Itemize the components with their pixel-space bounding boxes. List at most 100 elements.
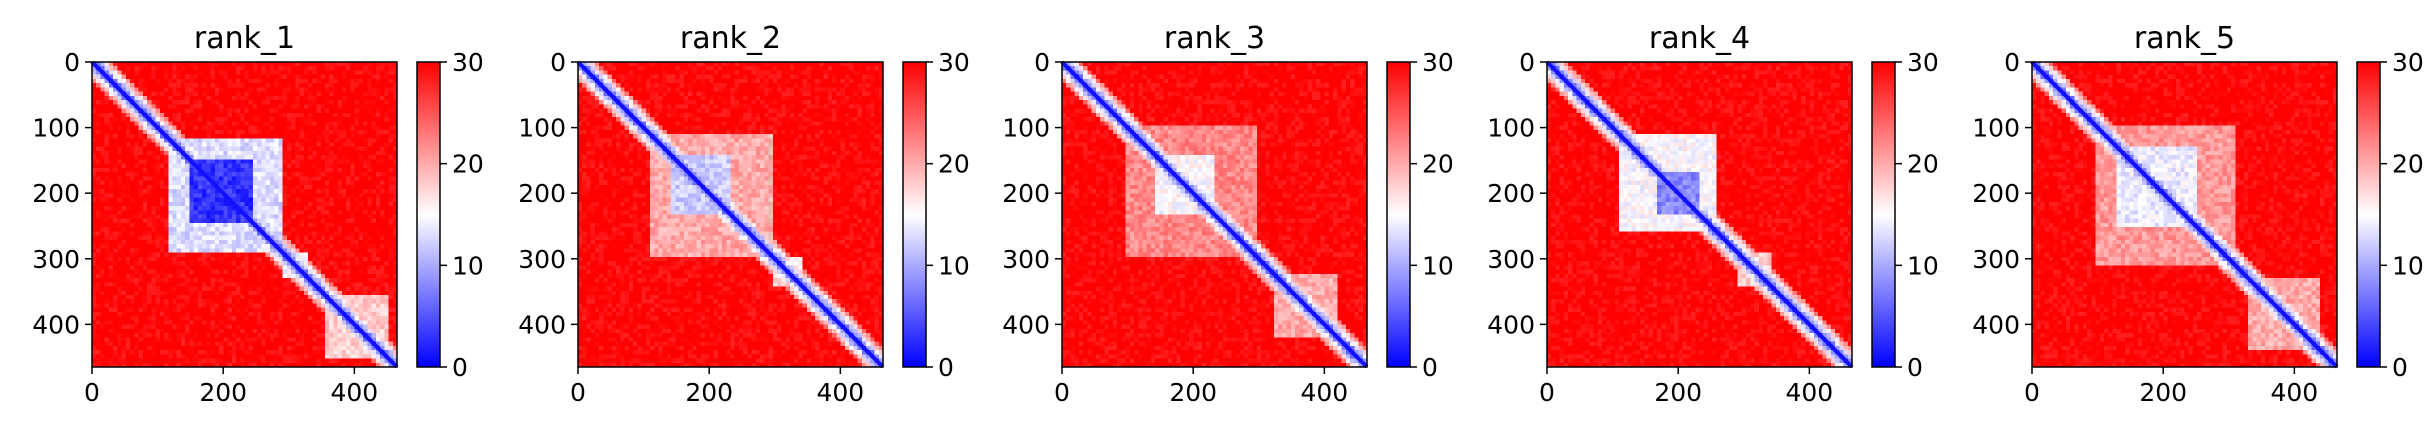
heatmap-cell (236, 244, 241, 249)
heatmap-cell (164, 167, 169, 173)
heatmap-cell (104, 78, 110, 84)
heatmap-cell (299, 337, 305, 343)
heatmap-cell (100, 303, 106, 309)
heatmap-cell (346, 324, 352, 330)
heatmap-cell (172, 294, 178, 300)
heatmap-cell (121, 354, 127, 360)
heatmap-cell (312, 155, 318, 161)
heatmap-cell (121, 261, 127, 266)
heatmap-cell (244, 121, 250, 127)
heatmap-cell (371, 316, 377, 322)
heatmap-cell (214, 269, 220, 275)
heatmap-cell (227, 155, 233, 161)
heatmap-cell (236, 180, 241, 186)
heatmap-cell (261, 341, 267, 347)
heatmap-cell (329, 311, 335, 317)
heatmap-cell (252, 269, 258, 275)
heatmap-cell (164, 193, 169, 199)
heatmap-cell (96, 193, 102, 199)
heatmap-cell (121, 74, 127, 80)
heatmap-cell (189, 206, 195, 211)
heatmap-cell (121, 350, 127, 355)
heatmap-cell (223, 227, 229, 233)
heatmap-cell (113, 282, 119, 288)
heatmap-cell (231, 345, 237, 351)
heatmap-cell (337, 78, 343, 84)
heatmap-cell (219, 278, 224, 283)
heatmap-cell (138, 235, 144, 241)
heatmap-cell (193, 155, 199, 161)
heatmap-cell (392, 142, 398, 148)
heatmap-cell (295, 197, 301, 203)
heatmap-cell (303, 256, 309, 262)
heatmap-cell (134, 172, 140, 177)
heatmap-cell (320, 294, 326, 300)
heatmap-cell (244, 231, 250, 237)
heatmap-cell (337, 197, 343, 203)
heatmap-cell (193, 303, 199, 309)
heatmap-cell (172, 320, 178, 326)
heatmap-cell (257, 70, 263, 76)
heatmap-cell (100, 172, 106, 177)
heatmap-cell (223, 239, 229, 245)
heatmap-cell (354, 70, 360, 76)
heatmap-cell (375, 239, 381, 245)
heatmap-cell (320, 184, 326, 190)
heatmap-cell (303, 210, 309, 216)
heatmap-cell (206, 142, 212, 148)
heatmap-cell (113, 341, 119, 347)
heatmap-cell (176, 231, 182, 237)
heatmap-cell (227, 222, 233, 228)
heatmap-cell (168, 87, 174, 93)
heatmap-cell (363, 316, 368, 322)
heatmap-cell (134, 62, 140, 67)
heatmap-cell (380, 206, 385, 211)
heatmap-cell (142, 78, 148, 84)
heatmap-cell (265, 134, 271, 139)
heatmap-cell (286, 345, 292, 351)
heatmap-cell (147, 273, 152, 279)
heatmap-cell (240, 290, 246, 296)
heatmap-cell (92, 227, 97, 233)
heatmap-cell (142, 227, 148, 233)
heatmap-cell (324, 214, 330, 220)
heatmap-cell (121, 256, 127, 262)
heatmap-cell (223, 70, 229, 76)
heatmap-cell (388, 78, 394, 84)
heatmap-cell (121, 159, 127, 165)
heatmap-cell (265, 333, 271, 338)
heatmap-cell (176, 176, 182, 182)
heatmap-cell (269, 74, 275, 80)
heatmap-cell (367, 299, 373, 305)
heatmap-cell (308, 299, 313, 305)
heatmap-cell (125, 320, 131, 326)
heatmap-cell (240, 189, 246, 194)
heatmap-cell (303, 184, 309, 190)
heatmap-cell (265, 265, 271, 271)
heatmap-cell (384, 333, 390, 338)
heatmap-cell (299, 328, 305, 334)
heatmap-cell (134, 354, 140, 360)
heatmap-cell (278, 222, 284, 228)
heatmap-cell (193, 142, 199, 148)
heatmap-cell (299, 222, 305, 228)
heatmap-cell (363, 235, 368, 241)
heatmap-cell (147, 167, 152, 173)
heatmap-cell (147, 159, 152, 165)
heatmap-cell (202, 125, 207, 131)
heatmap-cell (214, 134, 220, 139)
heatmap-cell (375, 256, 381, 262)
heatmap-cell (193, 117, 199, 122)
heatmap-cell (113, 303, 119, 309)
heatmap-cell (384, 320, 390, 326)
heatmap-cell (185, 231, 191, 237)
heatmap-cell (121, 214, 127, 220)
heatmap-cell (252, 252, 258, 258)
heatmap-cell (392, 134, 398, 139)
heatmap-cell (185, 252, 191, 258)
heatmap-cell (172, 201, 178, 207)
heatmap-cell (210, 159, 216, 165)
heatmap-cell (384, 155, 390, 161)
heatmap-cell (392, 252, 398, 258)
heatmap-cell (121, 273, 127, 279)
